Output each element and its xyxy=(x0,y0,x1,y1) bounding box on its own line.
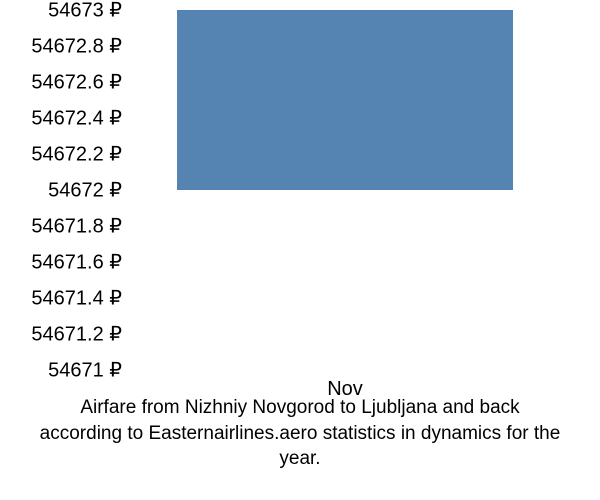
y-tick-label: 54672 ₽ xyxy=(48,178,122,203)
y-tick-label: 54672.8 ₽ xyxy=(31,34,122,59)
y-tick-label: 54671 ₽ xyxy=(48,358,122,383)
bar xyxy=(177,10,512,190)
y-tick-label: 54672.2 ₽ xyxy=(31,142,122,167)
y-tick-label: 54672.4 ₽ xyxy=(31,106,122,131)
y-tick-label: 54672.6 ₽ xyxy=(31,70,122,95)
caption-line-2: according to Easternairlines.aero statis… xyxy=(40,423,561,470)
caption-line-1: Airfare from Nizhniy Novgorod to Ljublja… xyxy=(80,397,519,418)
y-tick-label: 54673 ₽ xyxy=(48,0,122,23)
y-tick-label: 54671.2 ₽ xyxy=(31,322,122,347)
y-tick-label: 54671.4 ₽ xyxy=(31,286,122,311)
airfare-chart: 54673 ₽ 54672.8 ₽ 54672.6 ₽ 54672.4 ₽ 54672.… xyxy=(0,0,600,500)
y-tick-label: 54671.6 ₽ xyxy=(31,250,122,275)
chart-caption: Airfare from Nizhniy Novgorod to Ljublja… xyxy=(0,395,600,472)
y-tick-label: 54671.8 ₽ xyxy=(31,214,122,239)
